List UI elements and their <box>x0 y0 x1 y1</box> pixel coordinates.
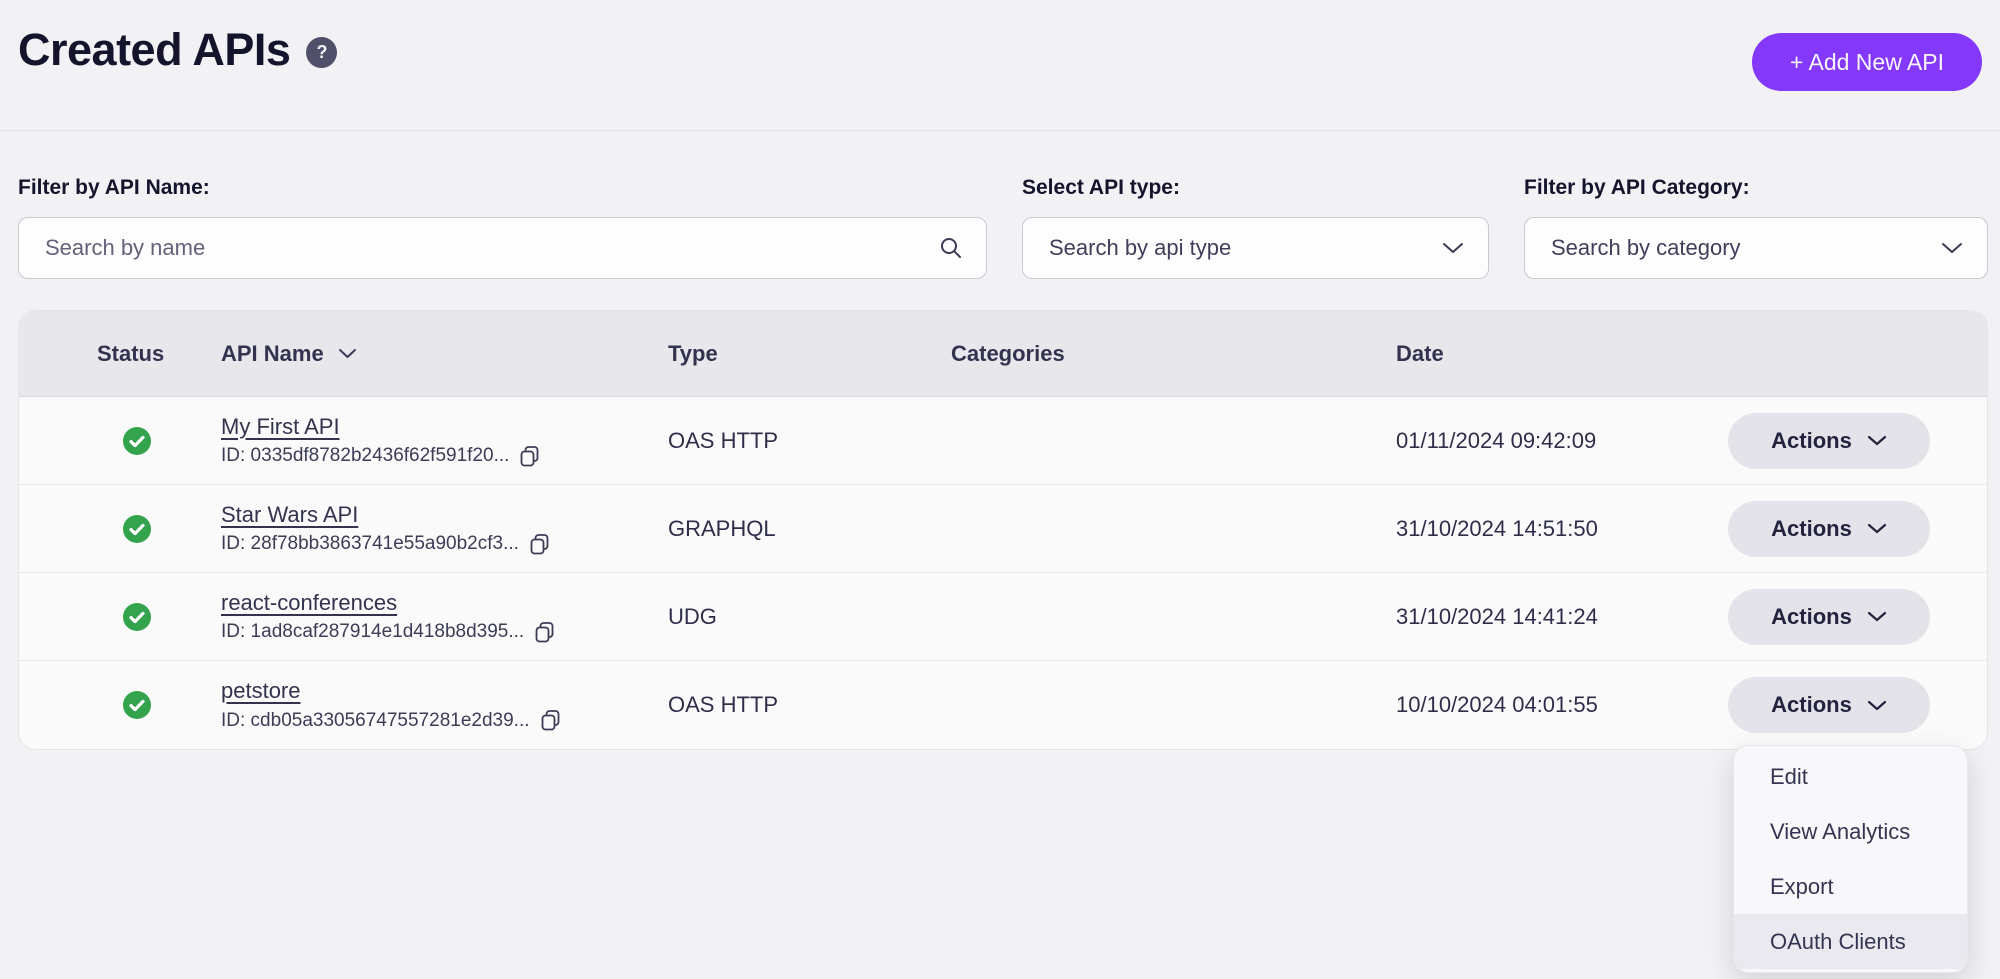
copy-icon[interactable] <box>519 445 540 468</box>
column-header-api-name[interactable]: API Name <box>221 341 668 367</box>
filter-by-name: Filter by API Name: <box>18 176 987 279</box>
api-date-cell: 10/10/2024 04:01:55 <box>1396 692 1598 717</box>
table-row: My First API ID: 0335df8782b2436f62f591f… <box>19 397 1987 485</box>
api-type-cell: GRAPHQL <box>668 515 776 541</box>
actions-dropdown-menu: Edit View Analytics Export OAuth Clients <box>1733 745 1968 973</box>
column-header-date: Date <box>1396 340 1444 366</box>
apis-table: Status API Name Type Categories Date <box>18 310 1988 750</box>
chevron-down-icon <box>1867 611 1887 622</box>
chevron-down-icon <box>1867 435 1887 446</box>
menu-item-view-analytics[interactable]: View Analytics <box>1770 818 1911 844</box>
api-name-link[interactable]: react-conferences <box>221 589 398 615</box>
page-header: Created APIs ? + Add New API <box>0 0 2000 131</box>
api-id-text: ID: cdb05a33056747557281e2d39... <box>221 709 530 731</box>
page-title: Created APIs <box>18 24 291 75</box>
sort-chevron-down-icon <box>338 348 357 359</box>
search-by-name-input[interactable] <box>19 218 986 278</box>
search-icon <box>938 235 964 261</box>
api-date-cell: 31/10/2024 14:41:24 <box>1396 603 1598 629</box>
chevron-down-icon <box>1442 242 1464 254</box>
chevron-down-icon <box>1941 242 1963 254</box>
actions-button[interactable]: Actions <box>1728 588 1930 645</box>
actions-button-label: Actions <box>1771 515 1852 541</box>
chevron-down-icon <box>1867 700 1887 711</box>
chevron-down-icon <box>1867 523 1887 534</box>
menu-item-export[interactable]: Export <box>1770 873 1834 899</box>
table-row: react-conferences ID: 1ad8caf287914e1d41… <box>19 573 1987 661</box>
api-category-select[interactable]: Search by category <box>1524 217 1988 279</box>
table-row: petstore ID: cdb05a33056747557281e2d39..… <box>19 661 1987 749</box>
api-name-link[interactable]: My First API <box>221 413 340 439</box>
actions-button-label: Actions <box>1771 603 1852 629</box>
api-id-text: ID: 1ad8caf287914e1d418b8d395... <box>221 621 525 642</box>
api-date-cell: 31/10/2024 14:51:50 <box>1396 515 1598 541</box>
filter-category-label: Filter by API Category: <box>1524 176 1750 199</box>
filter-by-category: Filter by API Category: Search by catego… <box>1524 176 1988 279</box>
column-header-api-name-label: API Name <box>221 340 324 366</box>
header-divider <box>0 130 2000 131</box>
column-header-categories: Categories <box>951 340 1065 366</box>
api-type-select-value: Search by api type <box>1049 235 1232 260</box>
help-icon[interactable]: ? <box>306 36 338 68</box>
copy-icon[interactable] <box>540 709 561 732</box>
filter-name-label: Filter by API Name: <box>18 176 210 199</box>
add-new-api-button[interactable]: + Add New API <box>1751 33 1982 91</box>
actions-button[interactable]: Actions <box>1728 500 1930 557</box>
table-header-row: Status API Name Type Categories Date <box>19 311 1987 397</box>
copy-icon[interactable] <box>534 621 555 644</box>
status-active-icon <box>123 426 151 455</box>
status-active-icon <box>123 691 151 719</box>
menu-item-edit[interactable]: Edit <box>1770 763 1808 789</box>
actions-button[interactable]: Actions <box>1728 677 1930 733</box>
copy-icon[interactable] <box>529 533 550 556</box>
actions-button-label: Actions <box>1771 692 1852 717</box>
filter-type-label: Select API type: <box>1022 176 1180 199</box>
filter-by-type: Select API type: Search by api type <box>1022 176 1489 279</box>
actions-button-label: Actions <box>1771 427 1852 453</box>
api-type-cell: OAS HTTP <box>668 427 779 453</box>
api-type-cell: OAS HTTP <box>668 692 779 717</box>
api-name-link[interactable]: petstore <box>221 678 301 703</box>
table-row: Star Wars API ID: 28f78bb3863741e55a90b2… <box>19 485 1987 573</box>
api-type-cell: UDG <box>668 603 717 629</box>
api-id-text: ID: 0335df8782b2436f62f591f20... <box>221 445 510 466</box>
api-type-select[interactable]: Search by api type <box>1022 217 1489 279</box>
status-active-icon <box>123 514 151 543</box>
status-active-icon <box>123 602 151 631</box>
filter-bar: Filter by API Name: Select API type: Sea… <box>18 176 1988 286</box>
api-name-link[interactable]: Star Wars API <box>221 501 359 527</box>
menu-item-oauth-clients[interactable]: OAuth Clients <box>1734 914 1967 969</box>
column-header-status: Status <box>97 340 165 366</box>
column-header-type: Type <box>668 340 718 366</box>
api-category-select-value: Search by category <box>1551 235 1741 260</box>
actions-button[interactable]: Actions <box>1728 412 1930 469</box>
api-id-text: ID: 28f78bb3863741e55a90b2cf3... <box>221 533 519 554</box>
api-date-cell: 01/11/2024 09:42:09 <box>1396 427 1597 453</box>
